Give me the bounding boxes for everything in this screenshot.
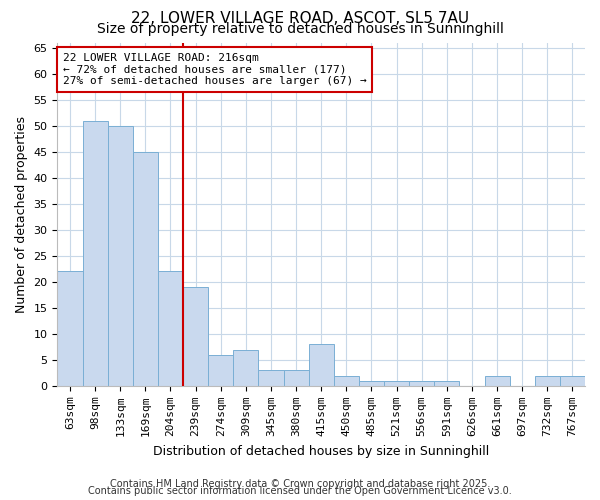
Y-axis label: Number of detached properties: Number of detached properties — [15, 116, 28, 312]
Bar — [535, 376, 560, 386]
Text: 22 LOWER VILLAGE ROAD: 216sqm
← 72% of detached houses are smaller (177)
27% of : 22 LOWER VILLAGE ROAD: 216sqm ← 72% of d… — [62, 53, 367, 86]
Text: Contains HM Land Registry data © Crown copyright and database right 2025.: Contains HM Land Registry data © Crown c… — [110, 479, 490, 489]
Bar — [133, 152, 158, 386]
Bar — [434, 380, 460, 386]
Bar — [58, 272, 83, 386]
Bar — [158, 272, 183, 386]
Bar — [334, 376, 359, 386]
Text: Contains public sector information licensed under the Open Government Licence v3: Contains public sector information licen… — [88, 486, 512, 496]
Text: 22, LOWER VILLAGE ROAD, ASCOT, SL5 7AU: 22, LOWER VILLAGE ROAD, ASCOT, SL5 7AU — [131, 11, 469, 26]
Bar — [233, 350, 259, 386]
X-axis label: Distribution of detached houses by size in Sunninghill: Distribution of detached houses by size … — [153, 444, 490, 458]
Bar — [485, 376, 509, 386]
Bar — [384, 380, 409, 386]
Bar — [83, 120, 107, 386]
Bar — [208, 354, 233, 386]
Text: Size of property relative to detached houses in Sunninghill: Size of property relative to detached ho… — [97, 22, 503, 36]
Bar — [107, 126, 133, 386]
Bar — [308, 344, 334, 386]
Bar — [560, 376, 585, 386]
Bar — [259, 370, 284, 386]
Bar — [359, 380, 384, 386]
Bar — [183, 287, 208, 386]
Bar — [284, 370, 308, 386]
Bar — [409, 380, 434, 386]
